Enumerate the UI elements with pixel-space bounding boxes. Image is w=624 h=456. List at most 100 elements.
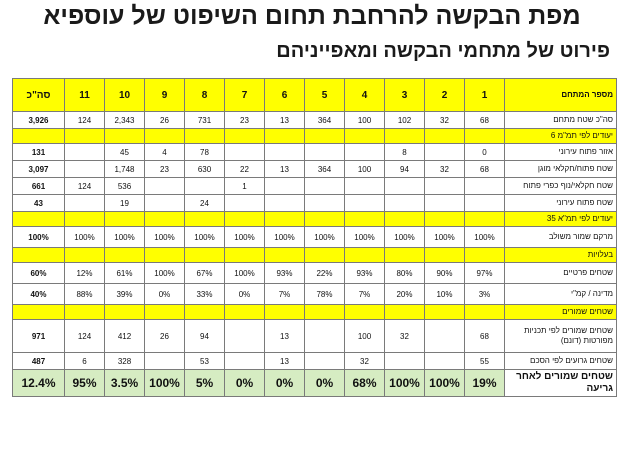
page-title: מפת הבקשה להרחבת תחום השיפוט של עוספיא [43, 2, 581, 30]
cell-value: 100% [474, 232, 495, 242]
section-cell [304, 247, 345, 263]
cell-value: 0% [315, 376, 334, 390]
table-cell [184, 177, 225, 195]
section-cell [224, 247, 265, 263]
cell-value: 13 [280, 164, 289, 174]
section-cell [384, 211, 425, 227]
section-cell [144, 211, 185, 227]
table-row: שטחים פרטיים 97% 90% 80% 93% 22% 93% 100% 67% 100… [12, 262, 617, 284]
table-cell: 78% [304, 283, 345, 305]
cell-value: 100% [114, 232, 135, 242]
section-cell [464, 128, 505, 144]
table-cell: 0% [224, 369, 265, 397]
section-row: יעודים לפי תמ"א 35 [12, 211, 617, 227]
cell-value: 32 [440, 164, 449, 174]
table-cell: 94 [384, 160, 425, 178]
table-row: מדינה / קמ"י 3% 10% 20% 7% 78% 7% 0% 33% 0% 39% 88%… [12, 283, 617, 305]
table-cell [344, 177, 385, 195]
cell-value: 78 [200, 147, 209, 157]
cell-value: 3.5% [110, 376, 139, 390]
row-total: 3,097 [12, 160, 65, 178]
table-cell [304, 319, 345, 353]
section-cell [304, 128, 345, 144]
section-cell [384, 247, 425, 263]
table-cell [344, 194, 385, 212]
row-label: סה"כ שטח מתחם [504, 111, 617, 129]
table-cell: 7% [344, 283, 385, 305]
cell-value: 0% [238, 289, 251, 299]
table-cell: 8 [384, 143, 425, 161]
page-subtitle: פירוט של מתחמי הבקשה ומאפייניהם [276, 40, 610, 62]
cell-value: 100% [234, 268, 255, 278]
section-cell [424, 304, 465, 320]
table-cell: 39% [104, 283, 145, 305]
section-cell [184, 128, 225, 144]
total-value: 100% [28, 232, 49, 242]
cell-value: 100% [234, 232, 255, 242]
table-cell: 124 [64, 177, 105, 195]
cell-value: 100% [74, 232, 95, 242]
cell-value: 61% [116, 268, 133, 278]
table-cell [344, 143, 385, 161]
table-cell: 1,748 [104, 160, 145, 178]
table-cell [144, 177, 185, 195]
cell-value: 32 [440, 115, 449, 125]
table-row: שטח פתוח עירוני 24 19 43 [12, 194, 617, 212]
section-label: יעודים לפי תמ"מ 6 [504, 128, 617, 144]
table-cell [384, 177, 425, 195]
table-cell: 0% [224, 283, 265, 305]
header-col: 10 [104, 78, 145, 112]
table-cell [384, 352, 425, 370]
section-row: יעודים לפי תמ"מ 6 [12, 128, 617, 144]
table-cell: 55 [464, 352, 505, 370]
section-cell [384, 128, 425, 144]
cell-value: 19% [472, 376, 497, 390]
table-cell: 94 [184, 319, 225, 353]
cell-value: 10% [436, 289, 453, 299]
table-cell: 10% [424, 283, 465, 305]
cell-value: 13 [280, 356, 289, 366]
cell-value: 39% [116, 289, 133, 299]
table-cell: 124 [64, 111, 105, 129]
section-label: בעלויות [504, 247, 617, 263]
table-cell: 53 [184, 352, 225, 370]
row-total: 3,926 [12, 111, 65, 129]
table-cell: 23 [144, 160, 185, 178]
cell-value: 124 [77, 181, 92, 191]
table-cell: 13 [264, 111, 305, 129]
table-cell: 100% [464, 226, 505, 248]
section-cell [304, 304, 345, 320]
table-row: אזור פתוח עירוני 0 8 78 4 45 131 [12, 143, 617, 161]
table-row: שטחים שמורים לאחר גריעה 19% 100% 100% 68% 0% 0… [12, 369, 617, 397]
section-cell [264, 247, 305, 263]
parcels-table: מספר המתחם 1 2 3 4 5 6 7 8 9 10 11 סה"כ סה"כ שטח מתחם… [12, 78, 617, 397]
section-cell [144, 128, 185, 144]
table-cell: 78 [184, 143, 225, 161]
table-cell [464, 177, 505, 195]
table-cell [384, 194, 425, 212]
total-value: 12.4% [21, 376, 56, 390]
table-cell: 13 [264, 319, 305, 353]
cell-value: 32 [400, 331, 409, 341]
table-cell: 100% [264, 226, 305, 248]
cell-value: 100% [314, 232, 335, 242]
table-cell: 100% [384, 226, 425, 248]
table-cell: 7% [264, 283, 305, 305]
header-col: 7 [224, 78, 265, 112]
section-cell [344, 304, 385, 320]
table-cell [144, 194, 185, 212]
cell-value: 100% [354, 232, 375, 242]
table-cell: 100% [384, 369, 425, 397]
cell-value: 100% [154, 232, 175, 242]
cell-value: 90% [436, 268, 453, 278]
table-cell [424, 143, 465, 161]
table-cell: 67% [184, 262, 225, 284]
section-cell [424, 211, 465, 227]
cell-value: 26 [160, 331, 169, 341]
section-cell [464, 247, 505, 263]
table-cell: 68 [464, 111, 505, 129]
table-cell: 328 [104, 352, 145, 370]
section-cell [12, 304, 65, 320]
cell-value: 364 [317, 115, 332, 125]
section-cell [224, 304, 265, 320]
